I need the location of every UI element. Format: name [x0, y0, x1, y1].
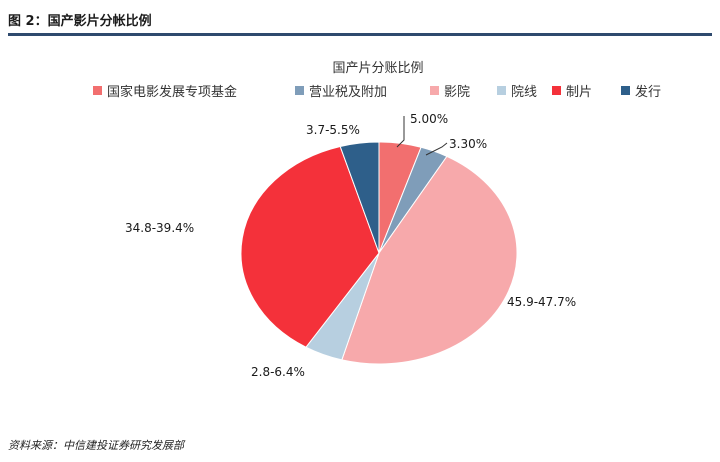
pie-chart: 国产片分账比例 国家电影发展专项基金 营业税及附加 影院 院线 制片 发行 5.00%3.… [93, 61, 661, 379]
data-label-3: 45.9-47.7% [507, 295, 576, 309]
data-label-2: 3.30% [449, 137, 487, 151]
legend-label-1: 国家电影发展专项基金 [107, 84, 237, 100]
data-label-4: 2.8-6.4% [251, 365, 305, 379]
pie-slice-5 [240, 145, 380, 348]
legend-swatch-3 [430, 86, 439, 95]
legend-label-6: 发行 [635, 84, 661, 100]
leader-line-1 [396, 116, 405, 148]
legend-swatch-4 [497, 86, 506, 95]
legend: 国家电影发展专项基金 营业税及附加 影院 院线 制片 发行 [93, 84, 661, 100]
data-label-1: 5.00% [410, 112, 448, 126]
data-labels: 5.00%3.30% 45.9-47.7% 2.8-6.4% 34.8-39.4% 3.… [125, 112, 576, 379]
legend-label-4: 院线 [511, 85, 537, 100]
legend-label-5: 制片 [566, 85, 592, 100]
pie-slice-3 [341, 155, 518, 365]
legend-swatch-5 [552, 86, 561, 95]
chart-title: 国产片分账比例 [332, 61, 423, 76]
leader-lines [396, 116, 448, 156]
figure-title: 图 2：国产影片分帐比例 [8, 14, 152, 29]
leader-line-2 [425, 142, 448, 156]
pie-slice-6 [339, 141, 380, 254]
legend-swatch-2 [295, 86, 304, 95]
legend-swatch-6 [621, 86, 630, 95]
header-rule [8, 33, 712, 36]
legend-label-3: 影院 [444, 85, 470, 100]
source-note: 资料来源：中信建投证券研究发展部 [8, 439, 184, 452]
data-label-6: 3.7-5.5% [306, 123, 360, 137]
pie-slices [240, 141, 518, 365]
legend-swatch-1 [93, 86, 102, 95]
figure-header: 图 2：国产影片分帐比例 [8, 6, 712, 36]
data-label-5: 34.8-39.4% [125, 221, 194, 235]
legend-label-2: 营业税及附加 [309, 85, 387, 100]
